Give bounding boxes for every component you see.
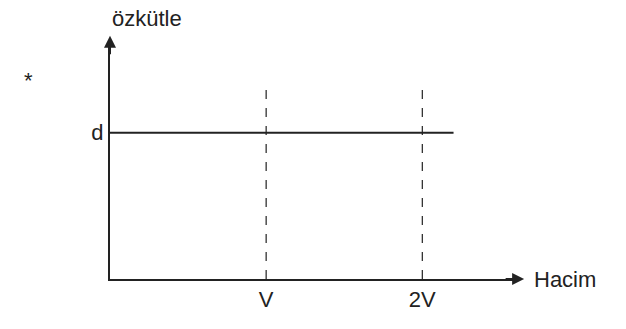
svg-text:özkütle: özkütle — [112, 6, 182, 31]
svg-text:d: d — [91, 120, 103, 145]
svg-text:*: * — [24, 68, 33, 93]
svg-text:V: V — [259, 287, 274, 312]
svg-text:Hacim: Hacim — [534, 267, 596, 292]
svg-text:2V: 2V — [409, 287, 436, 312]
